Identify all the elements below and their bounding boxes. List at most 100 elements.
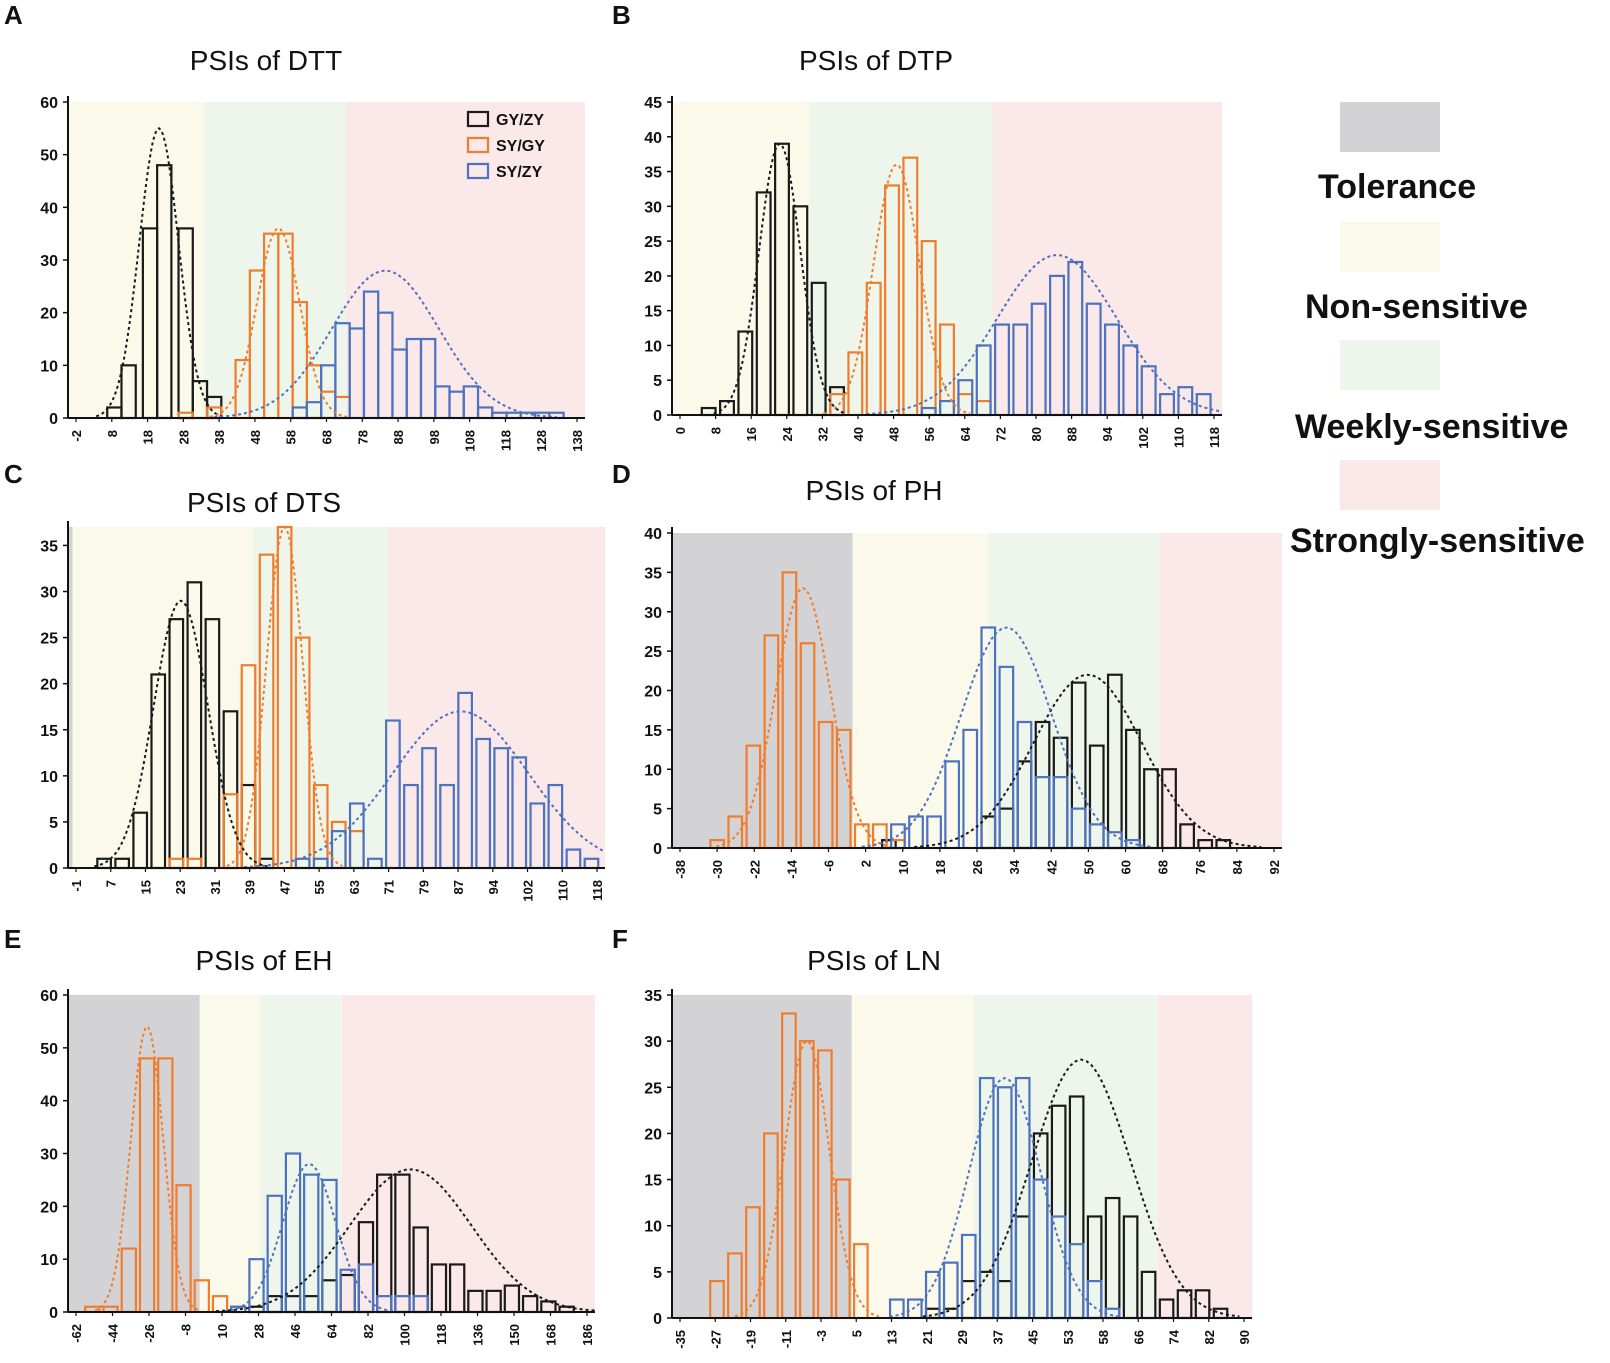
x-tick-label-e: 10	[215, 1324, 230, 1338]
legend-swatch-tolerance	[1340, 102, 1440, 152]
x-tick-label-a: 48	[248, 430, 263, 444]
x-tick-label-d: 84	[1230, 859, 1245, 874]
x-tick-label-a: 38	[212, 430, 227, 444]
legend-label-nonsensitive: Non-sensitive	[1305, 288, 1528, 326]
panel-c: C PSIs of DTS 0 5 10 15 20 25 30 35 -1 7 15 23 31 39 47 5…	[4, 459, 606, 902]
x-tick-label-a: 78	[355, 430, 370, 444]
y-tick-label-a: 10	[40, 358, 58, 375]
legend-label-weekly: Weekly-sensitive	[1295, 408, 1569, 446]
y-tick-label-a: 20	[40, 306, 58, 323]
x-tick-label-b: 72	[993, 427, 1008, 441]
zone-non-sensitive-c	[72, 527, 254, 868]
x-tick-label-e: 186	[580, 1324, 595, 1346]
y-tick-label-d: 0	[653, 841, 662, 858]
zone-weekly-sensitive-b	[809, 102, 993, 415]
panel-title-e: PSIs of EH	[196, 945, 333, 976]
y-tick-label-f: 25	[644, 1080, 662, 1097]
x-tick-label-e: -62	[69, 1324, 84, 1343]
y-tick-label-d: 15	[644, 723, 662, 740]
x-tick-label-e: 100	[398, 1324, 413, 1346]
y-tick-label-d: 5	[653, 802, 662, 819]
y-tick-label-a: 30	[40, 253, 58, 270]
x-tick-label-c: 87	[451, 880, 466, 894]
y-tick-label-f: 30	[644, 1034, 662, 1051]
x-tick-label-a: 98	[427, 430, 442, 444]
x-tick-label-f: 74	[1167, 1329, 1182, 1344]
x-tick-label-f: 29	[955, 1330, 970, 1344]
y-tick-label-f: 0	[653, 1311, 662, 1328]
x-tick-label-a: 118	[498, 430, 513, 451]
x-tick-label-a: 108	[463, 430, 478, 452]
series-legend: GY/ZY SY/GY SY/ZY	[466, 110, 545, 181]
panel-letter-d: D	[612, 459, 631, 489]
x-tick-label-f: -35	[673, 1330, 688, 1349]
y-tick-label-b: 0	[653, 408, 662, 425]
y-tick-label-f: 35	[644, 988, 662, 1005]
curve-syzy-a	[214, 269, 557, 419]
x-tick-label-f: 21	[920, 1330, 935, 1344]
y-tick-label-e: 30	[40, 1147, 58, 1164]
x-tick-label-f: 82	[1202, 1330, 1217, 1344]
panel-letter-c: C	[4, 459, 23, 489]
x-tick-label-d: 34	[1007, 859, 1022, 874]
x-tick-label-c: 71	[382, 880, 397, 894]
y-tick-label-d: 10	[644, 762, 662, 779]
x-tick-label-f: -27	[708, 1330, 723, 1349]
curve-sygy-d	[716, 586, 891, 848]
x-tick-label-c: 7	[104, 880, 119, 887]
y-tick-label-c: 25	[40, 631, 58, 648]
panel-a: A PSIs of DTT 0 10 20 30 40 50 60 -2 8 18 28 38 48 58 68…	[4, 0, 585, 452]
y-tick-label-c: 0	[49, 861, 58, 878]
x-tick-label-a: 88	[391, 430, 406, 444]
panel-letter-e: E	[4, 924, 21, 954]
y-tick-label-b: 10	[644, 338, 662, 355]
x-tick-label-f: 37	[990, 1330, 1005, 1344]
zone-tolerance-d	[672, 533, 853, 848]
y-tick-label-b: 5	[653, 373, 662, 390]
x-tick-label-b: 94	[1100, 426, 1115, 441]
curve-gyzy-d	[914, 673, 1262, 848]
x-tick-label-c: 63	[347, 880, 362, 894]
x-tick-label-c: 47	[277, 880, 292, 894]
panel-e: E PSIs of EH 0 10 20 30 40 50 60 -62 -44 -26 -8 10 28 4…	[4, 924, 596, 1346]
x-tick-label-b: 80	[1029, 427, 1044, 441]
y-tick-label-a: 0	[49, 411, 58, 428]
y-tick-label-d: 35	[644, 565, 662, 582]
x-tick-label-c: 94	[486, 879, 501, 894]
panel-letter-a: A	[4, 0, 23, 30]
x-tick-label-c: -1	[69, 880, 84, 892]
series-legend-swatch-syzy	[466, 162, 490, 180]
x-tick-label-a: 128	[534, 430, 549, 452]
y-tick-label-a: 40	[40, 200, 58, 217]
x-tick-label-e: 46	[288, 1324, 303, 1338]
y-tick-label-f: 20	[644, 1126, 662, 1143]
x-tick-label-e: 150	[507, 1324, 522, 1346]
zone-non-sensitive-f	[851, 995, 974, 1318]
x-tick-label-f: -3	[814, 1330, 829, 1342]
y-tick-label-d: 25	[644, 644, 662, 661]
y-tick-label-d: 40	[644, 526, 662, 543]
zone-strongly-sensitive-f	[1157, 995, 1252, 1318]
curve-gyzy-e	[215, 1168, 596, 1313]
x-tick-label-d: 42	[1044, 860, 1059, 874]
x-tick-label-f: 58	[1096, 1330, 1111, 1344]
x-tick-label-b: 64	[958, 426, 973, 441]
y-tick-label-f: 5	[653, 1265, 662, 1282]
y-tick-label-a: 50	[40, 148, 58, 165]
zone-weekly-sensitive-a	[203, 102, 347, 418]
x-tick-label-e: -26	[142, 1324, 157, 1343]
series-legend-swatch-gyzy	[466, 110, 490, 128]
y-tick-label-b: 40	[644, 130, 662, 147]
y-tick-label-a: 60	[40, 95, 58, 112]
curve-syzy-c	[243, 710, 606, 869]
curve-sygy-b	[823, 163, 971, 415]
x-tick-label-c: 39	[243, 880, 258, 894]
x-tick-label-f: -19	[744, 1330, 759, 1349]
x-tick-label-a: 138	[570, 430, 585, 452]
x-tick-label-a: 8	[105, 430, 120, 437]
x-tick-label-f: 53	[1061, 1330, 1076, 1344]
y-tick-label-b: 20	[644, 269, 662, 286]
x-tick-label-a: 58	[284, 430, 299, 444]
curve-gyzy-c	[93, 599, 268, 868]
